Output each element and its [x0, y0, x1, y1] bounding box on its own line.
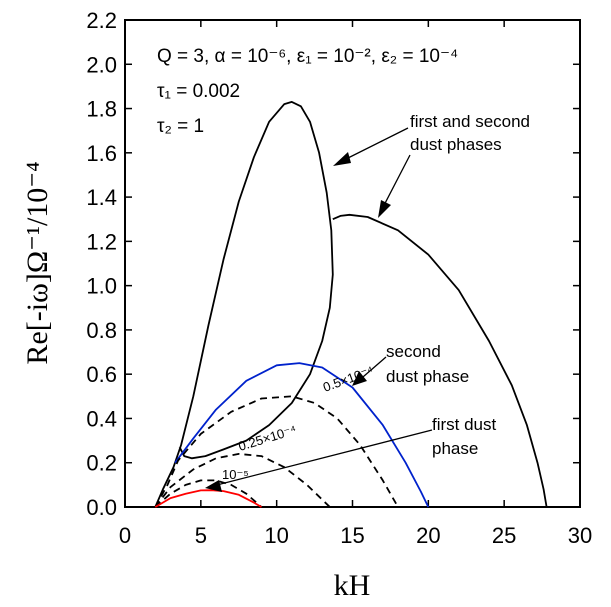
x-tick-label: 20 [416, 523, 440, 548]
y-tick-label: 0.0 [86, 495, 117, 520]
x-tick-label: 10 [264, 523, 288, 548]
series-line-1 [332, 213, 548, 508]
annotation-second-phase-line2: dust phase [386, 367, 469, 386]
x-axis-label: kH [334, 569, 371, 602]
x-tick-label: 30 [568, 523, 592, 548]
curve-label-05: 0.5×10⁻⁴ [321, 363, 376, 395]
annotation-both-phases-line1: first and second [410, 112, 530, 131]
param-line-2: τ₁ = 0.002 [157, 81, 240, 102]
annotation-both-phases-line2: dust phases [410, 135, 502, 154]
annotation-first-phase-line2: phase [432, 439, 478, 458]
param-line-3: τ₂ = 1 [157, 116, 204, 137]
x-axis-ticks: 0 5 10 15 20 25 30 [119, 20, 592, 548]
arrowhead-second-phase [352, 371, 367, 386]
arrow-first-phase [208, 429, 433, 488]
param-line-1: Q = 3, α = 10⁻⁶, ε₁ = 10⁻², ε₂ = 10⁻⁴ [157, 46, 458, 67]
arrowhead-both-phases-a [333, 152, 351, 166]
series-line-0 [154, 101, 334, 508]
y-tick-label: 0.6 [86, 362, 117, 387]
series-line-4 [154, 452, 331, 508]
x-tick-label: 5 [195, 523, 207, 548]
series-line-5 [154, 479, 263, 508]
y-tick-label: 1.0 [86, 274, 117, 299]
series-line-2 [174, 362, 430, 508]
y-tick-label: 1.4 [86, 185, 117, 210]
y-tick-label: 0.8 [86, 318, 117, 343]
x-tick-label: 25 [492, 523, 516, 548]
arrowhead-both-phases-b [378, 200, 391, 218]
y-tick-label: 2.0 [86, 52, 117, 77]
y-tick-label: 0.2 [86, 451, 117, 476]
arrow-both-phases-a [337, 127, 409, 164]
y-tick-label: 1.8 [86, 97, 117, 122]
arrowhead-first-phase [205, 480, 222, 492]
y-axis-ticks: 0.0 0.2 0.4 0.6 0.8 1.0 1.2 1.4 1.6 1.8 2.0 2.2 [86, 8, 580, 520]
annotation-second-phase-line1: second [386, 342, 441, 361]
series-line-3 [154, 395, 399, 508]
series-group [154, 101, 548, 508]
series-line-6 [154, 489, 262, 508]
y-axis-label: Re[-iω]Ω⁻¹/10⁻⁴ [21, 161, 54, 364]
y-tick-label: 1.6 [86, 141, 117, 166]
y-tick-label: 0.4 [86, 406, 117, 431]
x-tick-label: 15 [340, 523, 364, 548]
annotation-first-phase-line1: first dust [432, 415, 497, 434]
x-tick-label: 0 [119, 523, 131, 548]
y-tick-label: 1.2 [86, 229, 117, 254]
y-tick-label: 2.2 [86, 8, 117, 33]
